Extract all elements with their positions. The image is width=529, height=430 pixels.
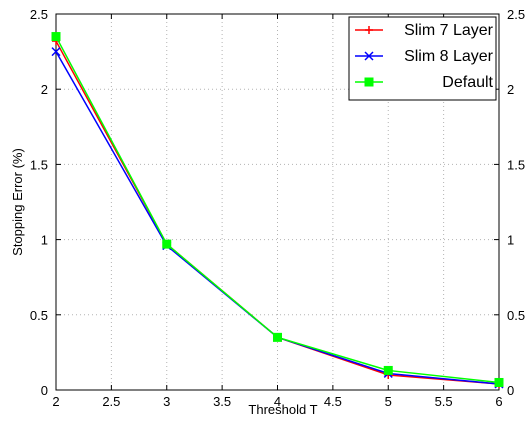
legend-label: Default [442,74,493,91]
y-tick-label: 0 [41,383,48,398]
y-tick-label: 2 [41,82,48,97]
x-tick-label: 3 [163,394,170,409]
x-tick-label: 2.5 [102,394,120,409]
data-point-slim-8-layer [51,47,61,57]
data-point-default [383,365,393,375]
x-tick-label: 3.5 [213,394,231,409]
legend-label: Slim 8 Layer [404,48,494,65]
data-point-default [273,332,282,342]
y-tick-label-right: 2.5 [507,7,525,22]
legend-marker [365,26,373,34]
y-tick-label: 2.5 [30,7,48,22]
y-tick-label: 1.5 [30,157,48,172]
y-tick-label: 1 [41,233,48,248]
legend-entry-default: Default [355,74,494,91]
x-tick-label: 4 [274,394,281,409]
x-tick-label: 6 [495,394,502,409]
y-axis-title: Stopping Error (%) [10,148,25,256]
data-point-default [494,377,504,387]
legend: Slim 7 Layer Slim 8 Layer Default [348,16,497,101]
series-default [51,32,504,387]
legend-entry-slim-7-layer: Slim 7 Layer [355,22,494,39]
data-point-default [51,32,61,42]
legend-marker [364,51,374,61]
y-tick-label-right: 0.5 [507,308,525,323]
legend-marker [364,77,374,87]
y-tick-label-right: 1.5 [507,157,525,172]
x-axis-title: Threshold T [248,402,317,417]
data-point-default [162,239,172,249]
legend-entry-slim-8-layer: Slim 8 Layer [355,48,494,65]
y-tick-label-right: 0 [507,383,514,398]
legend-label: Slim 7 Layer [404,22,494,39]
x-tick-label: 2 [52,394,59,409]
series-group [51,32,504,389]
y-tick-label: 0.5 [30,308,48,323]
axes: 2 2.5 3 3.5 4 4.5 5 5.5 60 00.5 0.51 11.5 1.52 22.5 2.… [30,7,525,409]
y-tick-label-right: 2 [507,82,514,97]
x-tick-label: 5 [385,394,392,409]
x-tick-label: 4.5 [324,394,342,409]
x-tick-label: 5.5 [435,394,453,409]
y-tick-label-right: 1 [507,233,514,248]
grid [56,14,499,390]
